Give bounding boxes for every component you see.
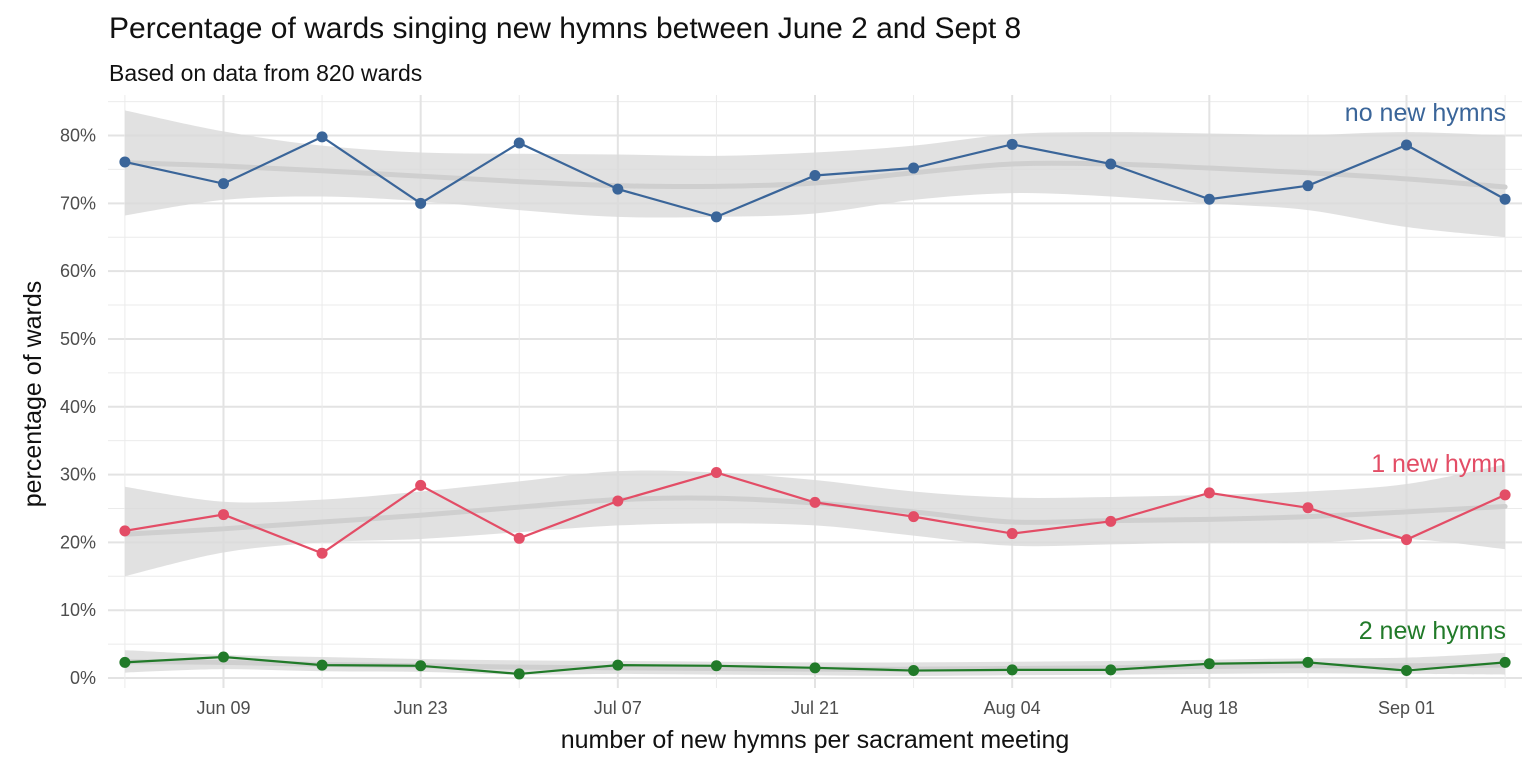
data-point bbox=[217, 178, 229, 190]
data-point bbox=[316, 659, 328, 671]
data-point bbox=[612, 183, 624, 195]
x-tick-label: Jul 21 bbox=[791, 698, 839, 718]
data-point bbox=[119, 525, 131, 537]
data-point bbox=[217, 509, 229, 521]
data-point bbox=[809, 662, 821, 674]
x-axis-title: number of new hymns per sacrament meetin… bbox=[561, 726, 1070, 754]
data-point bbox=[1006, 138, 1018, 150]
data-point bbox=[1105, 515, 1117, 527]
y-tick-label: 70% bbox=[60, 193, 96, 213]
y-tick-label: 60% bbox=[60, 261, 96, 281]
y-tick-label: 20% bbox=[60, 532, 96, 552]
data-point bbox=[612, 659, 624, 671]
x-tick-label: Jun 23 bbox=[394, 698, 448, 718]
y-tick-label: 0% bbox=[70, 668, 96, 688]
data-point bbox=[1499, 193, 1511, 205]
data-point bbox=[1302, 502, 1314, 514]
data-point bbox=[612, 495, 624, 507]
data-points bbox=[119, 131, 1511, 680]
data-point bbox=[415, 197, 427, 209]
data-point bbox=[513, 137, 525, 149]
series-label: 2 new hymns bbox=[1359, 617, 1506, 645]
data-point bbox=[415, 660, 427, 672]
data-point bbox=[908, 511, 920, 523]
data-point bbox=[710, 467, 722, 479]
y-tick-label: 80% bbox=[60, 126, 96, 146]
data-point bbox=[908, 162, 920, 174]
data-point bbox=[809, 170, 821, 182]
data-point bbox=[809, 496, 821, 508]
data-point bbox=[316, 547, 328, 559]
chart-subtitle: Based on data from 820 wards bbox=[109, 60, 423, 86]
y-tick-label: 40% bbox=[60, 397, 96, 417]
data-point bbox=[1401, 139, 1413, 151]
data-point bbox=[119, 656, 131, 668]
x-tick-label: Sep 01 bbox=[1378, 698, 1435, 718]
data-point bbox=[513, 668, 525, 680]
y-tick-label: 50% bbox=[60, 329, 96, 349]
data-point bbox=[1499, 489, 1511, 501]
y-tick-label: 30% bbox=[60, 465, 96, 485]
data-point bbox=[217, 651, 229, 663]
series-label: no new hymns bbox=[1345, 99, 1506, 127]
x-axis-ticks: Jun 09 Jun 23 Jul 07 Jul 21 Aug 04 Aug 18 Sep … bbox=[196, 698, 1435, 718]
data-point bbox=[1105, 158, 1117, 170]
x-tick-label: Aug 18 bbox=[1181, 698, 1238, 718]
y-tick-label: 10% bbox=[60, 600, 96, 620]
smoother-line bbox=[122, 160, 1508, 190]
x-tick-label: Aug 04 bbox=[984, 698, 1041, 718]
data-point bbox=[1203, 658, 1215, 670]
data-point bbox=[1401, 534, 1413, 546]
data-point bbox=[1302, 656, 1314, 668]
x-tick-label: Jun 09 bbox=[196, 698, 250, 718]
data-point bbox=[1006, 664, 1018, 676]
data-point bbox=[710, 211, 722, 223]
data-point bbox=[119, 156, 131, 168]
data-point bbox=[1499, 656, 1511, 668]
data-point bbox=[513, 532, 525, 544]
data-point bbox=[415, 479, 427, 491]
data-point bbox=[1203, 487, 1215, 499]
series-labels: no new hymns 1 new hymn 2 new hymns bbox=[1345, 99, 1506, 645]
data-point bbox=[1105, 664, 1117, 676]
data-point bbox=[1006, 528, 1018, 540]
chart-title: Percentage of wards singing new hymns be… bbox=[109, 12, 1022, 45]
data-point bbox=[1401, 665, 1413, 677]
data-point bbox=[316, 131, 328, 143]
x-tick-label: Jul 07 bbox=[594, 698, 642, 718]
series-label: 1 new hymn bbox=[1371, 450, 1506, 478]
confidence-band bbox=[124, 464, 1506, 577]
y-axis-ticks: 0% 10% 20% 30% 40% 50% 60% 70% 80% bbox=[60, 126, 96, 689]
data-point bbox=[1302, 180, 1314, 192]
y-axis-title: percentage of wards bbox=[19, 281, 47, 508]
data-point bbox=[908, 665, 920, 677]
data-point bbox=[1203, 193, 1215, 205]
data-point bbox=[710, 660, 722, 672]
